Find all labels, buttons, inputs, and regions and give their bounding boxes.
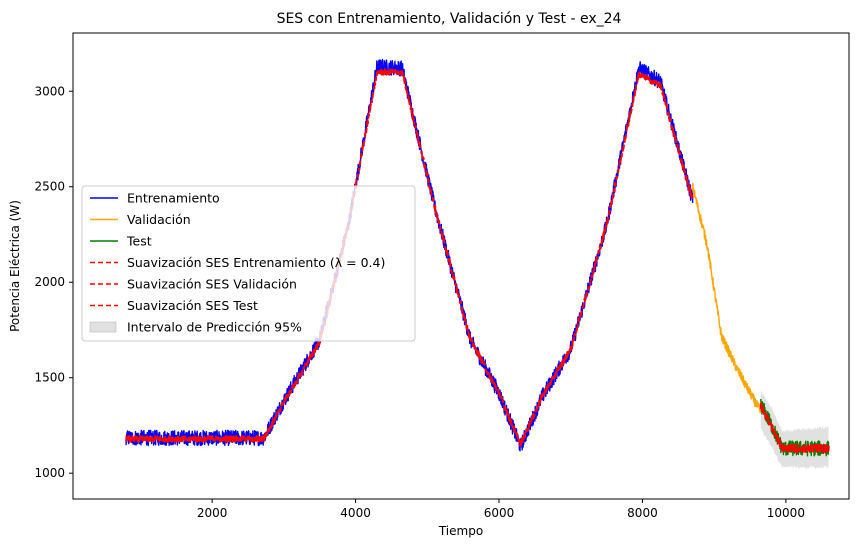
legend-frame: [81, 185, 416, 342]
x-tick-label: 10000: [767, 506, 805, 520]
x-tick-label: 4000: [340, 506, 371, 520]
legend-label: Suavización SES Entrenamiento (λ = 0.4): [127, 255, 385, 270]
series-line-5: [759, 402, 830, 454]
series-line-3: [125, 68, 694, 447]
plot-frame: [72, 32, 850, 500]
y-tick-label: 1500: [34, 371, 65, 385]
y-axis: 1000 1500 2000 2500 3000: [34, 84, 73, 480]
x-tick-label: 2000: [197, 506, 228, 520]
y-axis-label: Potencia Eléctrica (W): [8, 200, 22, 332]
legend-swatch: [89, 321, 117, 333]
chart-title: SES con Entrenamiento, Validación y Test…: [277, 11, 622, 27]
y-tick-label: 1000: [34, 466, 65, 480]
x-axis: 2000 4000 6000 8000 10000: [197, 499, 805, 520]
x-tick-label: 6000: [484, 506, 515, 520]
plot-layer: [125, 59, 830, 470]
legend-label: Intervalo de Predicción 95%: [127, 320, 302, 335]
legend-label: Entrenamiento: [127, 191, 220, 206]
legend-label: Suavización SES Test: [127, 298, 258, 313]
x-tick-label: 8000: [627, 506, 658, 520]
y-tick-label: 3000: [34, 84, 65, 98]
y-tick-label: 2000: [34, 275, 65, 289]
y-tick-label: 2500: [34, 180, 65, 194]
legend-label: Validación: [127, 212, 191, 227]
series-line-1: [692, 182, 762, 414]
legend: Entrenamiento Validación Test Suavización S…: [81, 185, 416, 342]
legend-label: Suavización SES Validación: [127, 277, 297, 292]
legend-label: Test: [126, 234, 152, 249]
x-axis-label: Tiempo: [438, 524, 483, 538]
